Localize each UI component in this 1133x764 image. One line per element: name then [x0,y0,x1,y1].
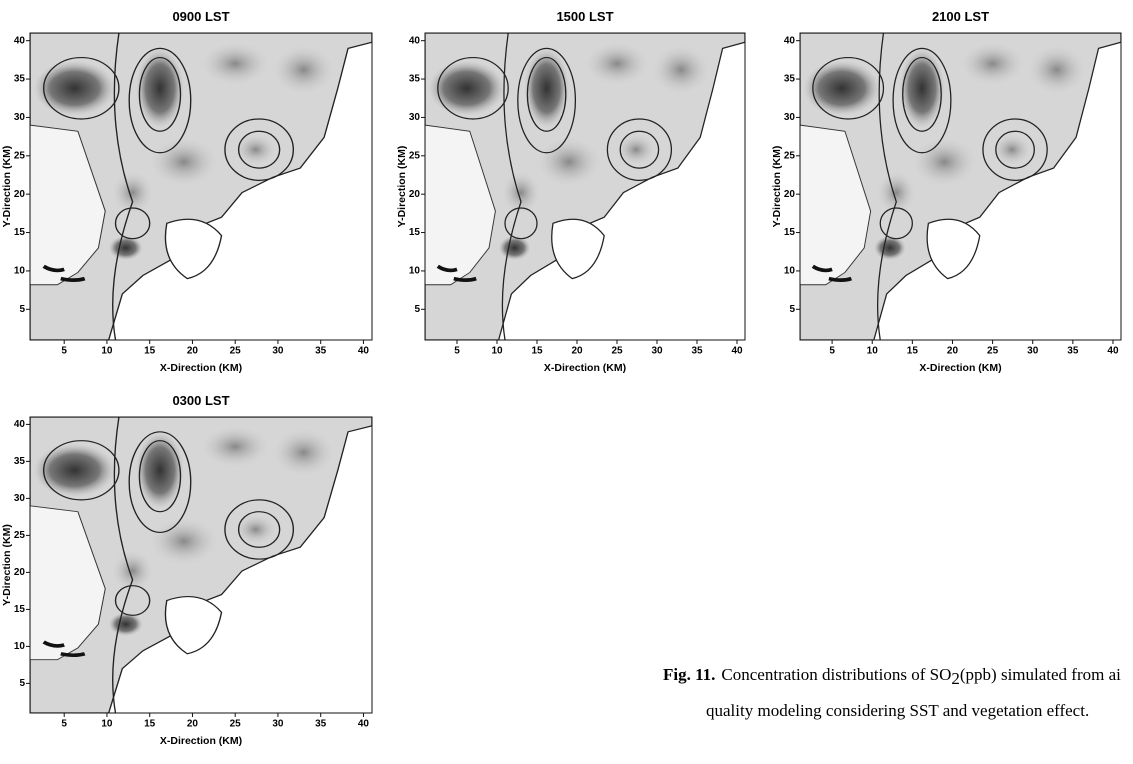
y-tick-label: 35 [14,74,26,85]
x-tick-label: 35 [1067,346,1079,357]
panel-title: 0300 LST [172,393,229,408]
terrain-map [30,417,372,713]
y-axis-label: Y-Direction (KM) [1,146,13,228]
caption: Fig. 11. Concentration distributions of S… [663,665,1121,720]
map-panel: 2100 LST 5 10 15 20 25 30 35 40 5 10 15 20 25 30 35 40 X-… [771,9,1122,374]
terrain-map [425,33,745,340]
terrain-map [800,33,1121,340]
plot-frame [29,416,373,714]
y-tick-label: 25 [409,150,421,161]
x-tick-label: 25 [230,719,242,730]
x-axis-label: X-Direction (KM) [919,362,1001,374]
x-tick-label: 15 [531,346,543,357]
y-tick-label: 40 [14,419,26,430]
y-tick-label: 10 [14,266,26,277]
x-axis-label: X-Direction (KM) [544,362,626,374]
map-panel: 0900 LST 5 10 15 20 25 30 35 40 5 10 15 20 25 30 35 40 X-… [1,9,373,374]
caption-text: quality modeling considering SST and veg… [706,701,1089,720]
y-tick-label: 20 [14,189,26,200]
y-tick-label: 15 [14,604,26,615]
y-tick-label: 10 [14,641,26,652]
x-tick-label: 25 [230,346,242,357]
x-tick-label: 10 [491,346,503,357]
x-tick-label: 5 [829,346,835,357]
x-tick-label: 5 [61,719,67,730]
y-tick-label: 15 [14,227,26,238]
caption-text: (ppb) simulated from ai [960,665,1121,684]
caption-text: Fig. 11. Concentration distributions of S… [663,665,1121,688]
y-tick-label: 5 [414,304,420,315]
y-tick-label: 5 [19,304,25,315]
y-tick-label: 25 [14,530,26,541]
y-tick-label: 10 [409,266,421,277]
x-tick-label: 35 [315,719,327,730]
x-tick-label: 5 [61,346,67,357]
y-tick-label: 30 [14,493,26,504]
x-tick-label: 15 [144,719,156,730]
x-tick-label: 30 [1027,346,1039,357]
panel-title: 1500 LST [556,9,613,24]
y-tick-label: 20 [409,189,421,200]
x-tick-label: 30 [651,346,663,357]
x-tick-label: 5 [454,346,460,357]
y-tick-label: 40 [14,35,26,46]
x-tick-label: 20 [187,719,199,730]
caption-subscript: 2 [951,669,960,688]
y-axis-label: Y-Direction (KM) [396,146,408,228]
y-tick-label: 5 [789,304,795,315]
y-tick-label: 35 [784,74,796,85]
x-tick-label: 20 [947,346,959,357]
x-tick-label: 10 [867,346,879,357]
x-tick-label: 10 [101,719,113,730]
x-tick-label: 30 [272,719,284,730]
y-tick-label: 25 [14,150,26,161]
x-tick-label: 35 [315,346,327,357]
y-tick-label: 25 [784,150,796,161]
x-tick-label: 40 [1107,346,1119,357]
y-tick-label: 40 [784,35,796,46]
y-tick-label: 30 [409,112,421,123]
x-axis-label: X-Direction (KM) [160,735,242,747]
plot-frame [799,32,1122,341]
y-axis-label: Y-Direction (KM) [771,146,783,228]
map-panel: 1500 LST 5 10 15 20 25 30 35 40 5 10 15 20 25 30 35 40 X-… [396,9,746,374]
y-tick-label: 10 [784,266,796,277]
x-tick-label: 20 [571,346,583,357]
plot-frame [29,32,373,341]
panel-title: 2100 LST [932,9,989,24]
x-tick-label: 40 [731,346,743,357]
y-tick-label: 30 [14,112,26,123]
terrain-map [30,33,372,340]
x-tick-label: 20 [187,346,199,357]
x-tick-label: 40 [358,719,370,730]
caption-label: Fig. 11. [663,665,715,684]
y-tick-label: 20 [14,567,26,578]
y-tick-label: 20 [784,189,796,200]
y-tick-label: 35 [409,74,421,85]
plot-frame [424,32,746,341]
map-panel: 0300 LST 5 10 15 20 25 30 35 40 5 10 15 20 25 30 35 40 X-… [1,393,373,747]
x-tick-label: 40 [358,346,370,357]
x-tick-label: 25 [611,346,623,357]
y-tick-label: 35 [14,456,26,467]
x-tick-label: 10 [101,346,113,357]
panel-title: 0900 LST [172,9,229,24]
x-tick-label: 15 [907,346,919,357]
y-tick-label: 15 [409,227,421,238]
y-tick-label: 15 [784,227,796,238]
x-tick-label: 35 [691,346,703,357]
x-tick-label: 30 [272,346,284,357]
x-axis-label: X-Direction (KM) [160,362,242,374]
y-tick-label: 30 [784,112,796,123]
x-tick-label: 15 [144,346,156,357]
caption-text: Concentration distributions of SO [721,665,951,684]
x-tick-label: 25 [987,346,999,357]
y-axis-label: Y-Direction (KM) [1,524,13,606]
y-tick-label: 40 [409,35,421,46]
y-tick-label: 5 [19,678,25,689]
